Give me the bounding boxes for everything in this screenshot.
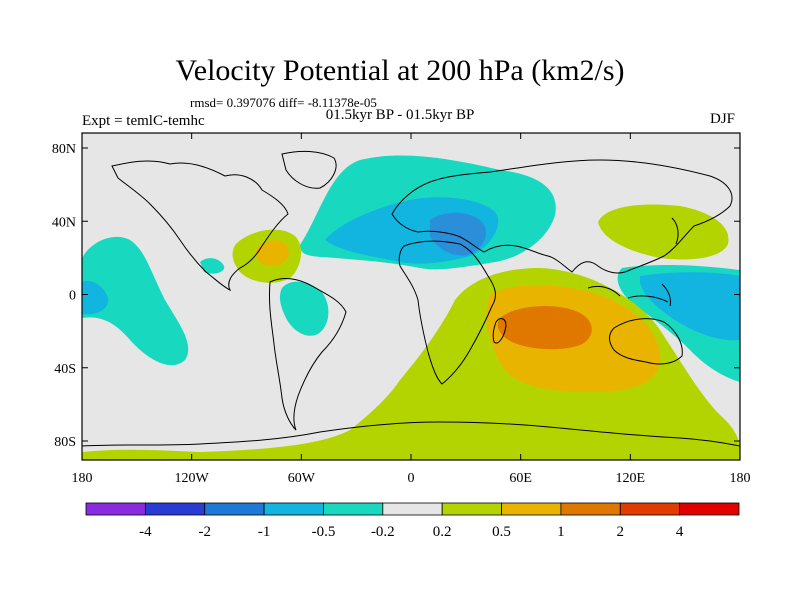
experiment-label: Expt = temlC-temhc <box>82 113 205 129</box>
coastline-north-america <box>111 160 289 292</box>
colorbar-label: 4 <box>676 524 684 540</box>
colorbar-label: 0.2 <box>433 524 452 540</box>
coastline-antarctica <box>82 421 740 447</box>
x-axis: 180 120W 60W 0 60E 120E 180 <box>72 133 751 486</box>
colorbar-label: 1 <box>557 524 565 540</box>
colorbar-swatch <box>501 502 562 516</box>
page-title: Velocity Potential at 200 hPa (km2/s) <box>175 54 625 87</box>
contour-caribbean-core <box>255 240 289 266</box>
colorbar-label: -2 <box>198 524 211 540</box>
colorbar-label: 0.5 <box>492 524 511 540</box>
contour-north-pacific <box>598 204 729 260</box>
x-tick-label: 120E <box>616 471 646 486</box>
colorbar-swatch <box>144 502 206 516</box>
coastline-africa <box>398 240 496 385</box>
positive-contours <box>82 204 740 460</box>
x-tick-label: 0 <box>408 471 415 486</box>
contour-indian-ocean-core <box>497 306 592 350</box>
coastline-maritime-continent <box>587 283 671 307</box>
colorbar-swatch <box>441 502 502 516</box>
colorbar-label: -0.2 <box>371 524 395 540</box>
map-plot <box>82 133 740 460</box>
colorbar-swatch <box>323 502 384 516</box>
colorbar-swatch <box>204 502 265 516</box>
coastline-greenland <box>281 150 337 189</box>
period-label: 01.5kyr BP - 01.5kyr BP <box>325 107 475 123</box>
x-tick-label: 60W <box>288 471 316 486</box>
coastline-eurasia <box>391 159 733 274</box>
colorbar-label: -1 <box>258 524 271 540</box>
stats-label: rmsd= 0.397076 diff= -8.11378e-05 <box>190 95 377 110</box>
x-tick-label: 120W <box>175 471 210 486</box>
colorbar-swatch <box>560 502 621 516</box>
contour-middleeast-core <box>430 212 487 256</box>
colorbar-label: -0.5 <box>312 524 336 540</box>
y-axis: 80N 40N 0 40S 80S <box>52 142 740 450</box>
colorbar-swatch <box>619 502 681 516</box>
coastlines <box>82 150 740 447</box>
y-tick-label: 80S <box>54 435 76 450</box>
coastline-australia <box>609 318 683 365</box>
colorbar-label: 2 <box>617 524 625 540</box>
contour-central-america <box>200 258 225 274</box>
colorbar-swatch <box>382 502 443 516</box>
y-tick-label: 40N <box>52 215 76 230</box>
coastline-japan <box>671 217 679 245</box>
coastline-madagascar <box>492 318 507 344</box>
colorbar-swatch <box>85 502 146 516</box>
y-tick-label: 0 <box>69 289 76 304</box>
y-tick-label: 40S <box>54 362 76 377</box>
contour-west-pacific-core <box>639 272 740 341</box>
colorbar: -4 -2 -1 -0.5 -0.2 0.2 0.5 1 2 4 <box>85 502 740 540</box>
colorbar-swatch <box>679 502 740 516</box>
contour-east-pacific <box>82 236 189 366</box>
season-label: DJF <box>710 111 736 127</box>
x-tick-label: 180 <box>730 471 751 486</box>
y-tick-label: 80N <box>52 142 76 157</box>
x-tick-label: 60E <box>509 471 532 486</box>
negative-contours <box>82 155 740 382</box>
contour-south-america <box>279 281 329 336</box>
contour-east-pacific-core <box>82 280 109 315</box>
x-tick-label: 180 <box>72 471 93 486</box>
colorbar-label: -4 <box>139 524 152 540</box>
colorbar-swatch <box>263 502 324 516</box>
coastline-south-america <box>269 278 347 431</box>
